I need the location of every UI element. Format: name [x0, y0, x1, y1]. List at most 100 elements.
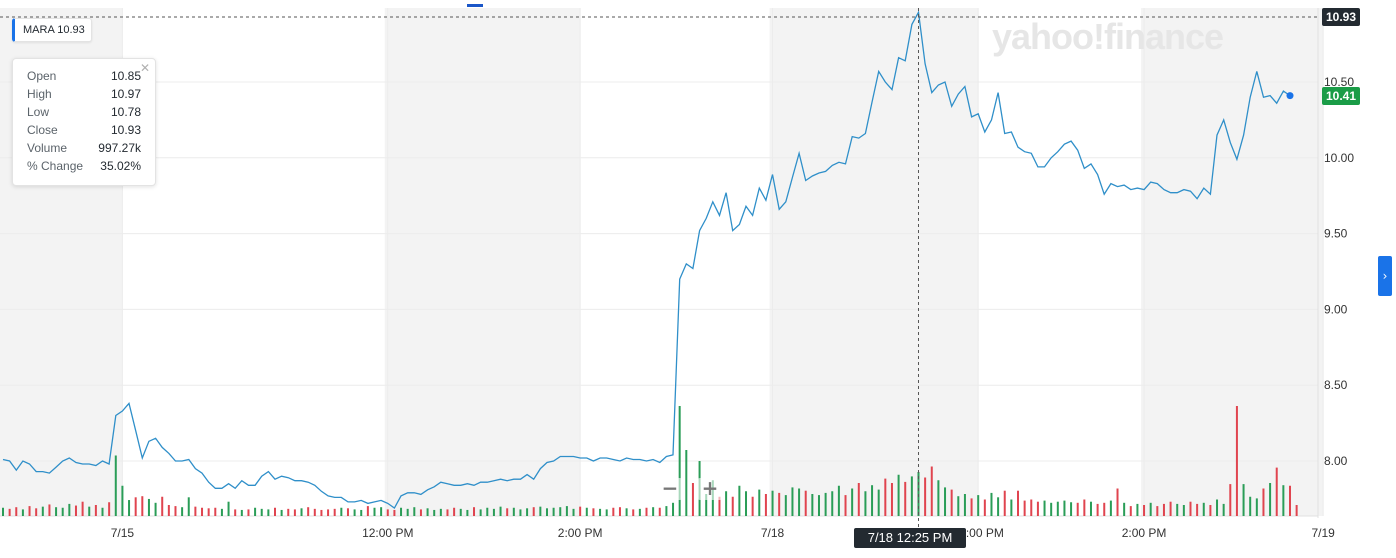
volume-bar	[1116, 488, 1119, 516]
tooltip-label: % Change	[27, 159, 84, 173]
volume-bar	[1096, 503, 1099, 516]
volume-bar	[1103, 502, 1106, 516]
volume-bar	[426, 508, 429, 516]
volume-bar	[386, 509, 389, 516]
volume-bar	[273, 507, 276, 516]
volume-bar	[486, 507, 489, 516]
volume-bar	[114, 455, 117, 516]
volume-bar	[1282, 485, 1285, 516]
volume-bar	[214, 507, 217, 516]
volume-bar	[134, 497, 137, 516]
volume-bar	[28, 506, 31, 516]
tooltip-value: 10.78	[110, 105, 141, 119]
volume-bar	[559, 507, 562, 516]
x-tick-label: 7/15	[111, 526, 135, 540]
volume-bar	[313, 508, 316, 516]
volume-bar	[466, 509, 469, 516]
volume-bar	[1162, 503, 1165, 516]
ticker-symbol: MARA	[23, 24, 55, 36]
ticker-legend[interactable]: MARA 10.93	[12, 18, 92, 42]
volume-bar	[1056, 501, 1059, 516]
volume-bar	[572, 508, 575, 516]
volume-bar	[147, 498, 150, 516]
volume-bar	[545, 508, 548, 516]
volume-bar	[638, 508, 641, 516]
volume-bar	[55, 507, 58, 516]
tooltip-label: Close	[27, 123, 58, 137]
volume-bar	[618, 507, 621, 516]
range-marker[interactable]	[467, 4, 483, 7]
volume-bar	[366, 506, 369, 516]
volume-bar	[333, 508, 336, 516]
y-tick-label: 9.00	[1324, 302, 1348, 316]
volume-bar	[904, 481, 907, 516]
volume-bar	[61, 507, 64, 516]
volume-bar	[632, 509, 635, 516]
volume-bar	[977, 495, 980, 516]
volume-bar	[1249, 496, 1252, 516]
volume-bar	[287, 508, 290, 516]
volume-bar	[393, 509, 396, 516]
zoom-in-button[interactable]: +	[697, 478, 723, 500]
tooltip-row-volume: Volume 997.27k	[27, 141, 141, 159]
volume-bar	[831, 491, 834, 516]
volume-bar	[963, 494, 966, 516]
tooltip-value: 35.02%	[100, 159, 141, 173]
zoom-out-button[interactable]: −	[657, 478, 683, 500]
volume-bar	[68, 503, 71, 516]
volume-bar	[884, 478, 887, 516]
volume-bar	[771, 490, 774, 516]
volume-bar	[220, 508, 223, 516]
volume-bar	[1129, 506, 1132, 516]
volume-bar	[1143, 505, 1146, 516]
volume-bar	[101, 507, 104, 516]
volume-bar	[539, 506, 542, 516]
volume-bar	[778, 492, 781, 516]
tooltip-label: Open	[27, 69, 57, 83]
tooltip-row-high: High 10.97	[27, 87, 141, 105]
volume-bar	[293, 509, 296, 516]
volume-bar	[167, 505, 170, 516]
volume-bar	[1202, 502, 1205, 516]
y-tick-label: 10.50	[1324, 75, 1354, 89]
volume-bar	[512, 507, 515, 516]
chevron-right-icon[interactable]: ›	[1378, 256, 1392, 296]
volume-bar	[1189, 501, 1192, 516]
session-band	[769, 8, 979, 516]
volume-bar	[247, 509, 250, 516]
volume-bar	[234, 509, 237, 516]
volume-bar	[439, 508, 442, 516]
volume-bar	[625, 508, 628, 516]
volume-bar	[599, 508, 602, 516]
volume-bar	[1109, 500, 1112, 516]
x-tick-label: 7/19	[1311, 526, 1335, 540]
volume-bar	[74, 505, 77, 516]
volume-bar	[280, 509, 283, 516]
y-tick-label: 8.50	[1324, 378, 1348, 392]
x-tick-label: 2:00 PM	[558, 526, 603, 540]
x-tick-label: 7/18	[761, 526, 785, 540]
volume-bar	[1216, 499, 1219, 516]
volume-bar	[41, 506, 44, 516]
volume-bar	[267, 509, 270, 516]
volume-bar	[691, 483, 694, 516]
volume-bar	[1289, 485, 1291, 516]
volume-bar	[685, 450, 688, 516]
close-icon[interactable]: ✕	[139, 61, 150, 75]
y-tick-label: 9.50	[1324, 227, 1348, 241]
volume-bar	[758, 489, 761, 516]
volume-bar	[1017, 490, 1020, 516]
volume-bar	[380, 507, 383, 516]
tooltip-label: Volume	[27, 141, 68, 155]
volume-bar	[937, 480, 940, 516]
volume-bar	[857, 483, 860, 516]
volume-bar	[585, 507, 588, 516]
tooltip-row-low: Low 10.78	[27, 105, 141, 123]
volume-bar	[645, 507, 648, 516]
volume-bar	[565, 506, 568, 516]
tooltip-label: Low	[27, 105, 50, 119]
volume-bar	[837, 485, 840, 516]
volume-bar	[1136, 503, 1139, 516]
volume-bar	[519, 509, 522, 516]
volume-bar	[473, 507, 476, 516]
